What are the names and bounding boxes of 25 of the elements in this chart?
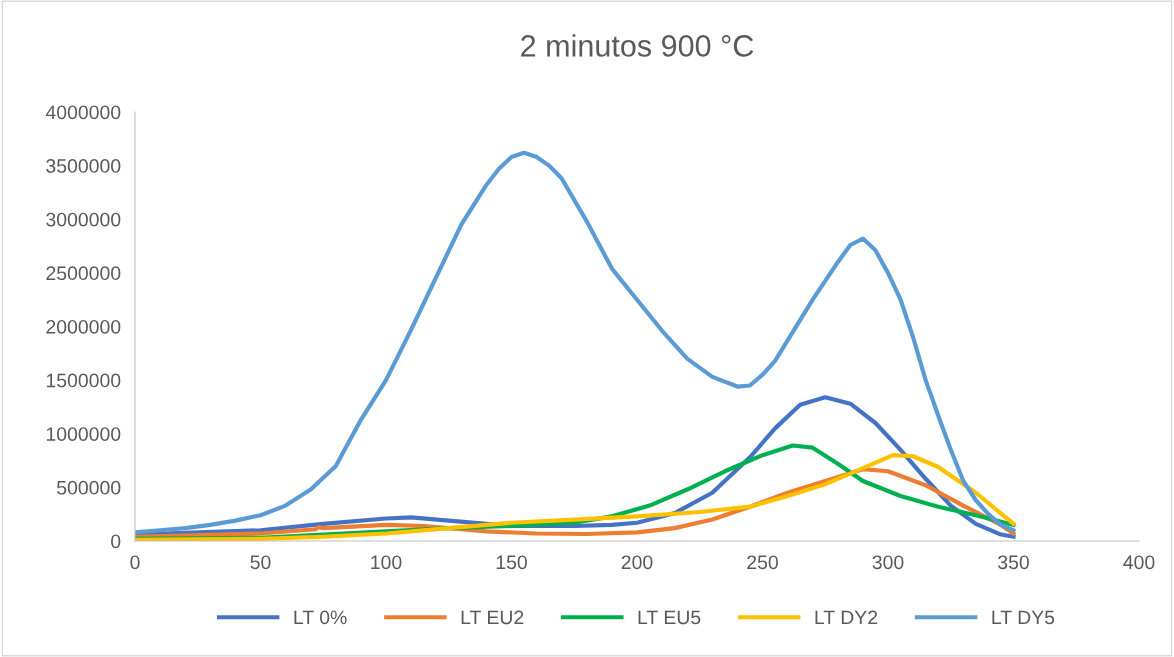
legend-label: LT DY5 <box>992 610 1055 625</box>
chart-title: 2 minutos 900 °C <box>521 34 754 57</box>
line-series <box>135 150 1016 535</box>
x-tick-label: 200 <box>621 555 653 570</box>
y-tick-label: 1000000 <box>46 427 121 441</box>
y-tick-label: 0 <box>111 534 121 549</box>
x-tick-label: 100 <box>371 555 402 570</box>
y-tick-label: 1500000 <box>46 373 121 388</box>
x-tick-label: 300 <box>872 555 904 570</box>
y-tick-label: 2000000 <box>46 319 121 334</box>
x-tick-label: 150 <box>496 555 527 570</box>
x-tick-label: 350 <box>998 555 1029 570</box>
y-tick-label: 4000000 <box>45 105 121 120</box>
legend-label: LT 0% <box>294 610 347 625</box>
x-tick-label: 250 <box>747 555 778 570</box>
legend-label: LT EU5 <box>638 610 701 625</box>
y-tick-label: 500000 <box>57 480 121 495</box>
legend-label: LT EU2 <box>461 610 524 625</box>
x-tick-label: 400 <box>1123 555 1155 570</box>
legend-label: LT DY2 <box>815 610 878 625</box>
x-tick-label: 50 <box>250 555 271 570</box>
y-tick-label: 2500000 <box>46 266 121 281</box>
y-tick-label: 3500000 <box>46 159 121 173</box>
y-tick-label: 3000000 <box>46 212 121 227</box>
x-tick-label: 0 <box>130 555 140 570</box>
